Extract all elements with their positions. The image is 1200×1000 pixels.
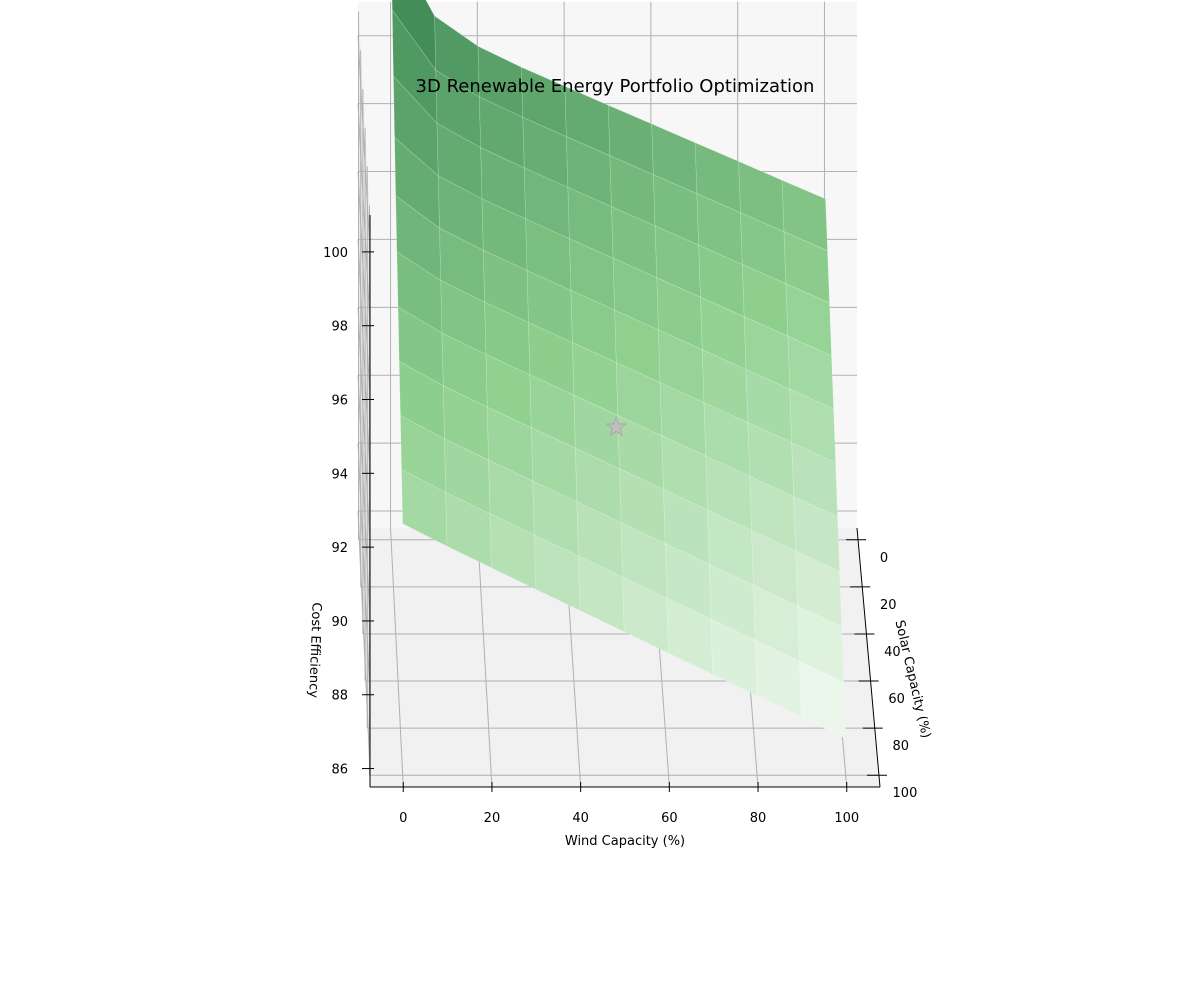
- y-tick-label: 20: [880, 598, 897, 613]
- tick-labels: 0 20 40 60 80 100 0 20 40 60 80 100 86 88 90 92 94 96 98 10…: [323, 246, 917, 826]
- x-tick-label: 100: [834, 811, 859, 826]
- grid-line-z-left: [357, 443, 371, 695]
- grid-line-z-left: [357, 239, 371, 474]
- y-axis-line: [856, 527, 881, 788]
- x-tick-label: 60: [661, 811, 678, 826]
- surface-patch: [799, 660, 847, 739]
- x-tick-label: 80: [750, 811, 767, 826]
- grid-line-z-left: [357, 307, 371, 548]
- grid-line-x-floor: [390, 527, 404, 788]
- x-axis-label: Wind Capacity (%): [565, 834, 685, 849]
- z-axis-label: Cost Efficiency: [305, 602, 323, 698]
- z-tick-label: 86: [331, 763, 348, 778]
- star-icon: [605, 415, 628, 437]
- axis-lines: [369, 215, 881, 788]
- y-tick-label: 40: [884, 645, 901, 660]
- grid-line-z-left: [357, 35, 371, 252]
- y-tick-label: 0: [880, 551, 888, 566]
- grid-line-z-left: [357, 511, 371, 769]
- y-tick-label: 80: [892, 739, 909, 754]
- y-tick-label: 60: [888, 692, 905, 707]
- z-tick-label: 98: [331, 320, 348, 335]
- optimal-marker: [605, 415, 628, 437]
- z-tick-label: 100: [323, 246, 348, 261]
- y-tick-label: 100: [893, 786, 918, 801]
- x-tick-label: 0: [399, 811, 407, 826]
- z-tick-label: 94: [331, 467, 348, 482]
- grid-line-z-left: [357, 171, 371, 400]
- grid-line-z-left: [357, 103, 371, 326]
- z-tick-label: 88: [331, 689, 348, 704]
- x-tick-label: 40: [572, 811, 589, 826]
- grid-line-x-floor: [476, 527, 493, 788]
- z-tick-label: 96: [331, 394, 348, 409]
- surface-mesh: [391, 0, 847, 739]
- x-tick-label: 20: [484, 811, 501, 826]
- z-tick-label: 92: [331, 541, 348, 556]
- z-tick-label: 90: [331, 615, 348, 630]
- y-axis-label: Solar Capacity (%): [892, 619, 934, 740]
- chart-title: 3D Renewable Energy Portfolio Optimizati…: [416, 76, 815, 97]
- grid-line-z-left: [357, 375, 371, 621]
